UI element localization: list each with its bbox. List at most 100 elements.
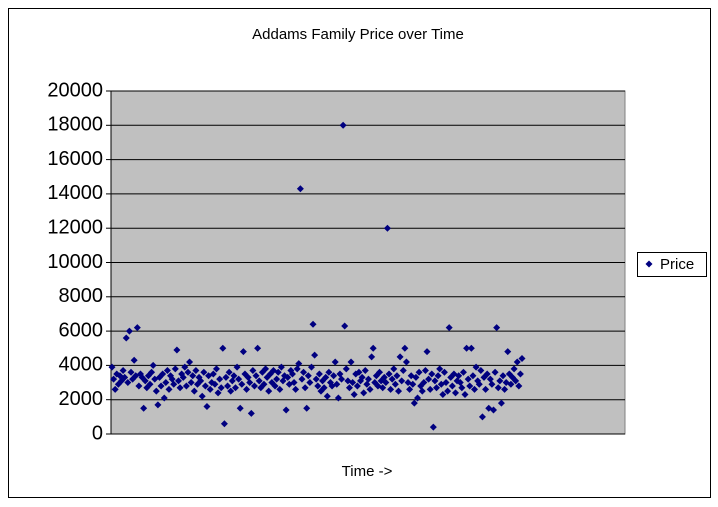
data-point	[220, 420, 228, 428]
data-point	[314, 382, 322, 390]
data-point	[336, 370, 344, 378]
data-point	[410, 399, 418, 407]
data-point	[119, 367, 127, 375]
data-point	[247, 409, 255, 417]
data-point	[379, 384, 387, 392]
data-point	[349, 379, 357, 387]
data-point	[174, 377, 182, 385]
data-point	[154, 401, 162, 409]
data-point	[235, 375, 243, 383]
data-point	[471, 385, 479, 393]
data-point	[290, 379, 298, 387]
data-point	[353, 382, 361, 390]
data-point	[262, 365, 270, 373]
data-point	[325, 368, 333, 376]
data-point	[458, 384, 466, 392]
data-point	[125, 327, 133, 335]
data-point	[440, 368, 448, 376]
chart-title: Addams Family Price over Time	[252, 26, 464, 43]
data-point	[431, 377, 439, 385]
data-point	[238, 380, 246, 388]
data-point	[152, 387, 160, 395]
data-point	[341, 322, 349, 330]
y-tick-label: 4000	[59, 354, 104, 376]
y-tick-label: 20000	[47, 79, 103, 101]
data-point	[414, 394, 422, 402]
data-point	[160, 394, 168, 402]
data-point	[168, 375, 176, 383]
data-point	[298, 375, 306, 383]
data-point	[209, 370, 217, 378]
data-point	[323, 392, 331, 400]
data-point	[312, 375, 320, 383]
data-point	[214, 389, 222, 397]
legend-label: Price	[660, 256, 694, 273]
data-point	[510, 365, 518, 373]
data-point	[170, 380, 178, 388]
data-point	[186, 358, 194, 366]
y-tick-label: 18000	[47, 114, 103, 136]
data-point	[230, 372, 238, 380]
data-point	[423, 348, 431, 356]
data-point	[276, 385, 284, 393]
data-point	[361, 367, 369, 375]
data-point	[418, 387, 426, 395]
data-point	[469, 372, 477, 380]
data-point	[456, 379, 464, 387]
data-point	[491, 368, 499, 376]
data-point	[358, 373, 366, 381]
data-point	[250, 382, 258, 390]
data-point	[211, 380, 219, 388]
data-point	[390, 365, 398, 373]
data-point	[157, 382, 165, 390]
data-point	[121, 373, 129, 381]
data-point	[217, 384, 225, 392]
data-point	[350, 391, 358, 399]
data-point	[420, 379, 428, 387]
data-point	[409, 380, 417, 388]
data-point	[452, 389, 460, 397]
data-point	[363, 380, 371, 388]
data-point	[388, 375, 396, 383]
data-point	[184, 368, 192, 376]
data-point	[345, 384, 353, 392]
data-point	[347, 358, 355, 366]
data-point	[171, 365, 179, 373]
data-point	[111, 385, 119, 393]
data-point	[254, 344, 262, 352]
data-point	[444, 387, 452, 395]
data-point	[466, 382, 474, 390]
data-point	[173, 346, 181, 354]
data-point	[265, 387, 273, 395]
data-point	[428, 370, 436, 378]
data-point	[436, 365, 444, 373]
data-point	[189, 372, 197, 380]
y-tick-label: 8000	[59, 285, 104, 307]
data-point	[273, 375, 281, 383]
data-point	[475, 380, 483, 388]
data-point	[421, 367, 429, 375]
data-point	[219, 344, 227, 352]
data-point	[252, 372, 260, 380]
data-point	[426, 385, 434, 393]
data-point	[192, 367, 200, 375]
data-point	[206, 385, 214, 393]
data-point	[486, 375, 494, 383]
data-point	[333, 380, 341, 388]
data-point	[399, 367, 407, 375]
data-point	[228, 377, 236, 385]
data-point	[396, 353, 404, 361]
data-point	[467, 344, 475, 352]
data-point	[260, 380, 268, 388]
data-point	[284, 373, 292, 381]
data-point	[398, 377, 406, 385]
data-point	[382, 379, 390, 387]
data-point	[282, 406, 290, 414]
data-point	[376, 368, 384, 376]
data-point	[216, 375, 224, 383]
data-point	[224, 382, 232, 390]
data-point	[130, 356, 138, 364]
data-point	[477, 367, 485, 375]
data-point	[515, 382, 523, 390]
